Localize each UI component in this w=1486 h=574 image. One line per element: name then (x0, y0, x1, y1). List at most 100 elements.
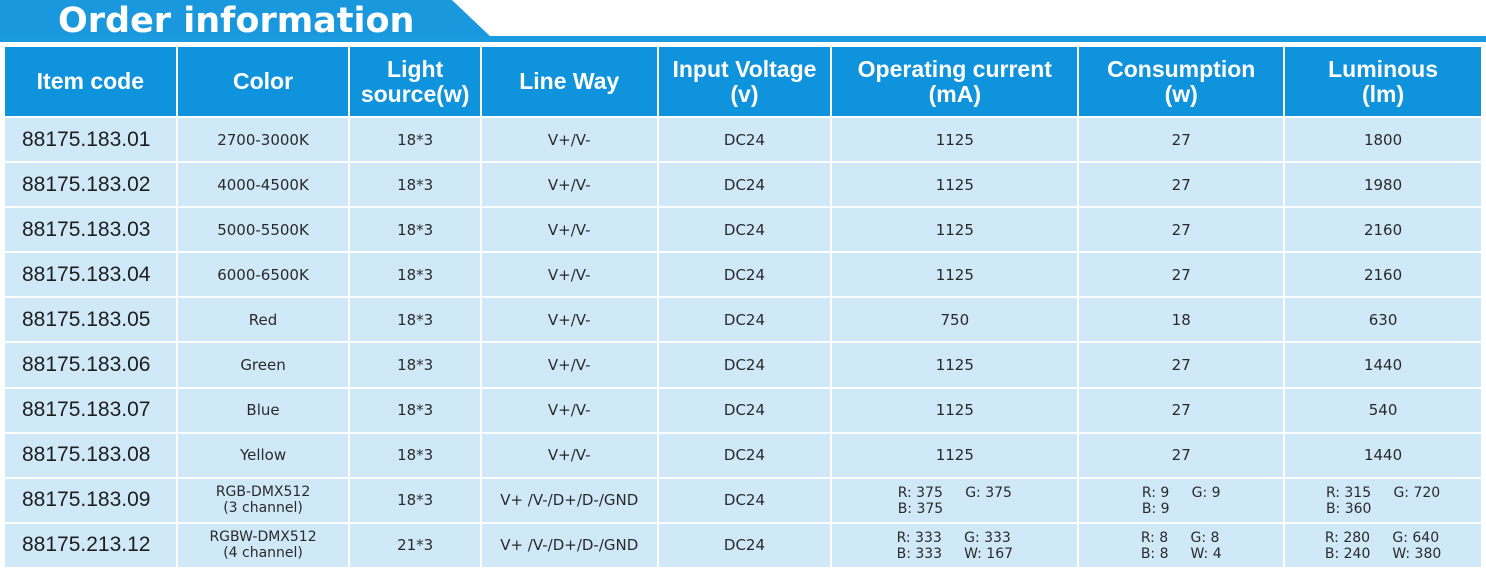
table-row: 88175.183.07 Blue 18*3 V+/V- DC24 1125 2… (5, 388, 1481, 432)
cell-color: 2700-3000K (177, 118, 349, 162)
header-item-code: Item code (5, 47, 176, 116)
cell-color: RGBW-DMX512 (4 channel) (177, 523, 349, 567)
cell-operating-current: 1125 (832, 208, 1078, 252)
value-r: R: 8 (1140, 530, 1169, 547)
cell-color: RGB-DMX512 (3 channel) (177, 478, 349, 522)
cell-light-source: 18*3 (350, 163, 480, 207)
cell-input-voltage: DC24 (658, 478, 831, 522)
cell-operating-current: 1125 (832, 118, 1078, 162)
cell-luminous: 1800 (1285, 118, 1481, 162)
value-w: W: 4 (1190, 546, 1222, 563)
table-row: 88175.183.01 2700-3000K 18*3 V+/V- DC24 … (5, 118, 1481, 162)
cell-luminous: 1440 (1285, 433, 1481, 477)
table-row: 88175.183.05 Red 18*3 V+/V- DC24 750 18 … (5, 298, 1481, 342)
header-input-voltage: Input Voltage (v) (658, 47, 831, 116)
cell-input-voltage: DC24 (658, 118, 831, 162)
cell-line-way: V+ /V-/D+/D-/GND (481, 478, 657, 522)
header-operating-current: Operating current (mA) (832, 47, 1078, 116)
cell-operating-current: 1125 (832, 388, 1078, 432)
cell-input-voltage: DC24 (658, 253, 831, 297)
value-w: W: 167 (964, 546, 1014, 563)
table-row: 88175.183.04 6000-6500K 18*3 V+/V- DC24 … (5, 253, 1481, 297)
cell-input-voltage: DC24 (658, 523, 831, 567)
cell-luminous: 2160 (1285, 253, 1481, 297)
section-title: Order information (58, 1, 415, 41)
value-g: G: 8 (1190, 530, 1220, 547)
value-b: B: 333 (896, 546, 943, 563)
header-line-way: Line Way (481, 47, 657, 116)
cell-line-way: V+/V- (481, 388, 657, 432)
header-color: Color (177, 47, 349, 116)
cell-item-code: 88175.183.08 (5, 433, 176, 477)
cell-luminous: 630 (1285, 298, 1481, 342)
header-luminous: Luminous (lm) (1285, 47, 1481, 116)
cell-consumption: 18 (1079, 298, 1284, 342)
value-r: R: 375 (897, 485, 943, 502)
cell-operating-current: 1125 (832, 343, 1078, 387)
cell-luminous: 540 (1285, 388, 1481, 432)
cell-consumption: 27 (1079, 208, 1284, 252)
cell-color: 6000-6500K (177, 253, 349, 297)
order-table: Item code Color Light source(w) Line Way … (3, 45, 1483, 569)
cell-light-source: 18*3 (350, 298, 480, 342)
cell-operating-current: 1125 (832, 433, 1078, 477)
table-row: 88175.183.08 Yellow 18*3 V+/V- DC24 1125… (5, 433, 1481, 477)
cell-color: Green (177, 343, 349, 387)
cell-consumption: 27 (1079, 388, 1284, 432)
cell-luminous: 1980 (1285, 163, 1481, 207)
cell-operating-current: R: 333 G: 333 B: 333 W: 167 (832, 523, 1078, 567)
cell-item-code: 88175.183.06 (5, 343, 176, 387)
value-g: G: 720 (1393, 485, 1441, 502)
cell-line-way: V+ /V-/D+/D-/GND (481, 523, 657, 567)
value-r: R: 280 (1324, 530, 1371, 547)
cell-color: 5000-5500K (177, 208, 349, 252)
value-r: R: 9 (1141, 485, 1170, 502)
cell-light-source: 18*3 (350, 388, 480, 432)
table-row: 88175.213.12 RGBW-DMX512 (4 channel) 21*… (5, 523, 1481, 567)
cell-item-code: 88175.183.05 (5, 298, 176, 342)
cell-luminous: R: 280 G: 640 B: 240 W: 380 (1285, 523, 1481, 567)
table-row: 88175.183.06 Green 18*3 V+/V- DC24 1125 … (5, 343, 1481, 387)
cell-line-way: V+/V- (481, 298, 657, 342)
cell-luminous: 2160 (1285, 208, 1481, 252)
title-banner-shape (0, 0, 1486, 42)
section-title-bar: Order information (0, 0, 1486, 44)
value-b: B: 9 (1141, 501, 1170, 518)
cell-item-code: 88175.213.12 (5, 523, 176, 567)
cell-input-voltage: DC24 (658, 208, 831, 252)
cell-operating-current: 1125 (832, 253, 1078, 297)
value-b: B: 375 (897, 501, 944, 518)
value-b: B: 8 (1140, 546, 1169, 563)
value-b: B: 360 (1325, 501, 1372, 518)
cell-consumption: 27 (1079, 253, 1284, 297)
cell-light-source: 18*3 (350, 253, 480, 297)
value-b: B: 240 (1324, 546, 1371, 563)
cell-luminous: 1440 (1285, 343, 1481, 387)
cell-line-way: V+/V- (481, 433, 657, 477)
cell-item-code: 88175.183.03 (5, 208, 176, 252)
cell-consumption: R: 8 G: 8 B: 8 W: 4 (1079, 523, 1284, 567)
cell-consumption: 27 (1079, 163, 1284, 207)
color-name: RGBW-DMX512 (209, 529, 317, 546)
cell-luminous: R: 315 G: 720 B: 360 (1285, 478, 1481, 522)
header-light-source: Light source(w) (350, 47, 480, 116)
color-name: RGB-DMX512 (215, 484, 311, 501)
cell-light-source: 18*3 (350, 118, 480, 162)
value-r: R: 333 (896, 530, 942, 547)
cell-operating-current: 1125 (832, 163, 1078, 207)
cell-consumption: 27 (1079, 433, 1284, 477)
cell-line-way: V+/V- (481, 343, 657, 387)
cell-color: 4000-4500K (177, 163, 349, 207)
cell-consumption: 27 (1079, 118, 1284, 162)
color-channels: (4 channel) (223, 545, 303, 562)
cell-color: Red (177, 298, 349, 342)
cell-light-source: 18*3 (350, 343, 480, 387)
table-row: 88175.183.02 4000-4500K 18*3 V+/V- DC24 … (5, 163, 1481, 207)
cell-color: Yellow (177, 433, 349, 477)
value-r: R: 315 (1325, 485, 1372, 502)
color-channels: (3 channel) (223, 500, 303, 517)
cell-input-voltage: DC24 (658, 298, 831, 342)
cell-item-code: 88175.183.04 (5, 253, 176, 297)
value-g: G: 9 (1191, 485, 1221, 502)
cell-input-voltage: DC24 (658, 163, 831, 207)
